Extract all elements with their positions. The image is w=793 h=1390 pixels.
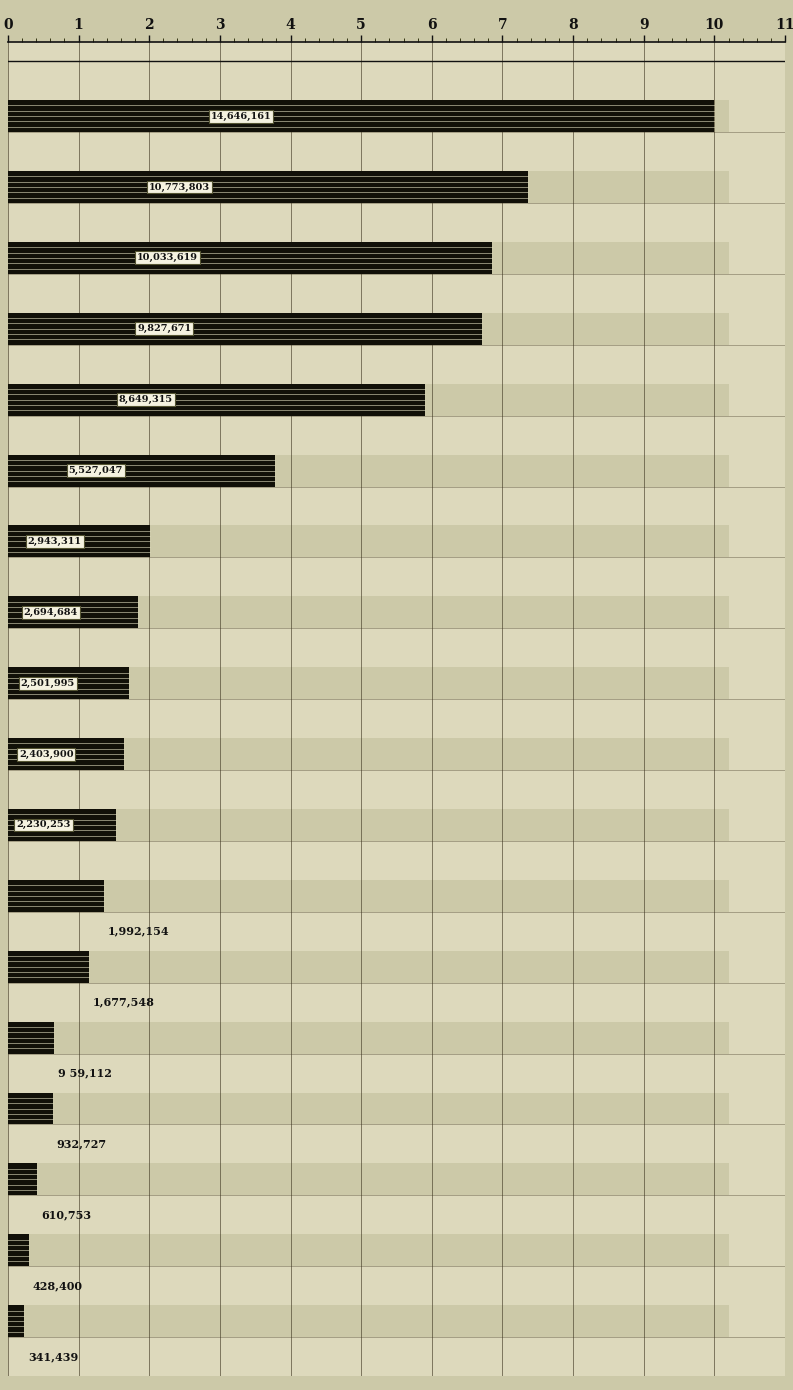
Bar [8,1163,729,1195]
Bar [8,1163,37,1195]
Bar [8,132,729,171]
Text: 9,827,671: 9,827,671 [137,324,191,334]
Bar [8,596,729,628]
Bar [8,1337,729,1376]
Bar [8,1266,729,1305]
Text: 610,753: 610,753 [41,1209,91,1220]
Bar [8,1093,729,1125]
Text: 341,439: 341,439 [28,1351,79,1362]
Bar [8,1125,729,1163]
Text: 10,033,619: 10,033,619 [137,253,198,263]
Text: 5,527,047: 5,527,047 [69,466,123,475]
Bar [8,809,729,841]
Bar [8,1195,729,1234]
Bar [8,880,104,912]
Bar [8,951,729,983]
Bar [8,1305,25,1337]
Bar [8,242,492,274]
Text: 2,943,311: 2,943,311 [28,537,82,546]
Text: 428,400: 428,400 [33,1280,82,1291]
Bar [8,628,729,667]
Text: 2,403,900: 2,403,900 [19,749,74,759]
Bar [8,1022,54,1054]
Bar [8,100,714,132]
Bar [8,951,89,983]
Bar [8,738,124,770]
Bar [8,1234,29,1266]
Text: 8,649,315: 8,649,315 [118,395,173,404]
Bar [8,557,729,596]
Text: 2,694,684: 2,694,684 [24,607,78,617]
Bar [8,203,729,242]
Bar [8,1305,729,1337]
Bar [8,667,128,699]
Text: 932,727: 932,727 [56,1138,106,1150]
Bar [8,1234,729,1266]
Bar [8,699,729,738]
Bar [8,667,729,699]
Text: 14,646,161: 14,646,161 [211,111,271,121]
Bar [8,841,729,880]
Text: 1,677,548: 1,677,548 [92,997,155,1008]
Bar [8,171,729,203]
Bar [8,596,138,628]
Bar [8,100,729,132]
Bar [8,912,729,951]
Bar [8,171,527,203]
Bar [8,313,482,345]
Text: 1,992,154: 1,992,154 [108,926,169,937]
Bar [8,384,729,416]
Bar [8,486,729,525]
Bar [8,809,116,841]
Bar [8,1093,53,1125]
Bar [8,345,729,384]
Bar [8,313,729,345]
Bar [8,525,729,557]
Text: 9 59,112: 9 59,112 [58,1068,112,1079]
Bar [8,983,729,1022]
Bar [8,525,150,557]
Bar [8,455,729,486]
Bar [8,738,729,770]
Bar [8,1022,729,1054]
Bar [8,770,729,809]
Bar [8,416,729,455]
Bar [8,1054,729,1093]
Text: 2,230,253: 2,230,253 [16,820,71,830]
Text: 10,773,803: 10,773,803 [149,182,210,192]
Bar [8,880,729,912]
Bar [8,384,425,416]
Bar [8,455,274,486]
Bar [8,274,729,313]
Bar [8,242,729,274]
Text: 2,501,995: 2,501,995 [21,678,75,688]
